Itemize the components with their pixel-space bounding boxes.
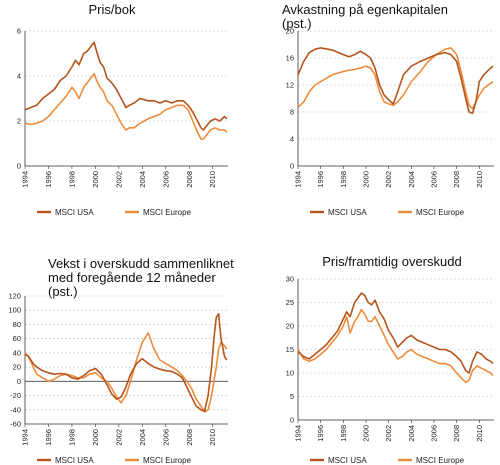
- y-tick-label: -20: [10, 391, 21, 400]
- x-tick-label: 2006: [161, 171, 170, 188]
- y-tick-label: 25: [286, 298, 294, 307]
- series-line-usa: [24, 313, 228, 412]
- x-tick-label: 1994: [294, 425, 303, 442]
- y-tick-label: 5: [290, 392, 294, 401]
- legend-label: MSCI USA: [55, 208, 94, 217]
- y-tick-label: 0: [290, 416, 294, 425]
- chart-title-line: (pst.): [48, 284, 78, 299]
- x-tick-label: 2004: [138, 429, 147, 446]
- y-tick-label: 12: [286, 81, 294, 90]
- chart-title-line: Pris/framtidig overskudd: [322, 254, 461, 269]
- x-tick-label: 2008: [452, 425, 461, 442]
- x-tick-label: 1994: [21, 171, 30, 188]
- chart-title-line: (pst.): [282, 16, 312, 31]
- x-tick-label: 2008: [185, 171, 194, 188]
- legend-label: MSCI USA: [328, 208, 367, 217]
- y-tick-label: 40: [13, 348, 21, 357]
- y-tick-label: 120: [8, 292, 21, 301]
- legend-label: MSCI Europe: [143, 456, 192, 465]
- y-tick-label: -40: [10, 405, 21, 414]
- x-tick-label: 1996: [44, 429, 53, 446]
- x-tick-label: 2006: [161, 429, 170, 446]
- x-tick-label: 2000: [91, 171, 100, 188]
- x-tick-label: 2000: [361, 171, 370, 188]
- series-line-usa: [297, 47, 494, 115]
- x-tick-label: 2010: [208, 429, 217, 446]
- series-line-europe: [297, 308, 494, 384]
- x-tick-label: 2002: [114, 171, 123, 188]
- x-tick-label: 2000: [361, 425, 370, 442]
- y-tick-label: 16: [286, 54, 294, 63]
- y-tick-label: 10: [286, 369, 294, 378]
- series-line-usa: [297, 292, 494, 374]
- y-tick-label: 4: [290, 135, 294, 144]
- x-tick-label: 1998: [67, 171, 76, 188]
- x-tick-label: 1994: [21, 429, 30, 446]
- y-tick-label: 15: [286, 345, 294, 354]
- x-tick-label: 2010: [475, 425, 484, 442]
- x-tick-label: 2000: [91, 429, 100, 446]
- y-tick-label: -60: [10, 420, 21, 429]
- y-tick-label: 20: [286, 322, 294, 331]
- y-tick-label: 80: [13, 320, 21, 329]
- chart-panel-1: Pris/bok 0 2 4 6 1994 1996 1998 2000 2002 2004 2006…: [17, 2, 228, 217]
- x-tick-label: 2004: [138, 171, 147, 188]
- x-tick-label: 1996: [44, 171, 53, 188]
- series-line-usa: [24, 41, 228, 131]
- x-tick-label: 2004: [407, 171, 416, 188]
- y-tick-label: 0: [17, 377, 21, 386]
- legend-label: MSCI Europe: [143, 208, 192, 217]
- y-tick-label: 6: [17, 27, 21, 36]
- y-tick-label: 60: [13, 334, 21, 343]
- x-tick-label: 2002: [114, 429, 123, 446]
- chart-title-line: med foregående 12 måneder: [48, 270, 216, 285]
- x-tick-label: 2002: [384, 425, 393, 442]
- y-tick-label: 0: [290, 162, 294, 171]
- x-tick-label: 1998: [339, 171, 348, 188]
- y-tick-label: 20: [286, 27, 294, 36]
- x-tick-label: 2004: [407, 425, 416, 442]
- y-tick-label: 100: [8, 306, 21, 315]
- x-tick-label: 2008: [452, 171, 461, 188]
- x-tick-label: 1998: [67, 429, 76, 446]
- legend-label: MSCI USA: [55, 456, 94, 465]
- legend-label: MSCI Europe: [416, 456, 465, 465]
- y-tick-label: 8: [290, 108, 294, 117]
- chart-title-line: Avkastning på egenkapitalen: [282, 2, 448, 17]
- y-tick-label: 2: [17, 117, 21, 126]
- x-tick-label: 2010: [208, 171, 217, 188]
- y-tick-label: 30: [286, 275, 294, 284]
- series-line-europe: [24, 73, 228, 140]
- chart-panel-4: Pris/framtidig overskudd 0 5 10 15 20 25 30 1994…: [286, 254, 494, 465]
- chart-title-line: Pris/bok: [89, 2, 136, 17]
- x-tick-label: 1994: [294, 171, 303, 188]
- y-tick-label: 0: [17, 162, 21, 171]
- series-line-europe: [24, 332, 228, 413]
- x-tick-label: 1996: [316, 425, 325, 442]
- x-tick-label: 2008: [185, 429, 194, 446]
- chart-title-line: Vekst i overskudd sammenliknet: [48, 256, 234, 271]
- x-tick-label: 2010: [475, 171, 484, 188]
- y-tick-label: 20: [13, 363, 21, 372]
- x-tick-label: 2006: [429, 171, 438, 188]
- legend-label: MSCI Europe: [416, 208, 465, 217]
- series-line-europe: [297, 47, 494, 110]
- x-tick-label: 1996: [316, 171, 325, 188]
- x-tick-label: 1998: [339, 425, 348, 442]
- x-tick-label: 2006: [429, 425, 438, 442]
- legend-label: MSCI USA: [328, 456, 367, 465]
- x-tick-label: 2002: [384, 171, 393, 188]
- chart-panel-2: Avkastning på egenkapitalen(pst.) 0 4 8 12 16…: [282, 2, 494, 217]
- y-tick-label: 4: [17, 72, 21, 81]
